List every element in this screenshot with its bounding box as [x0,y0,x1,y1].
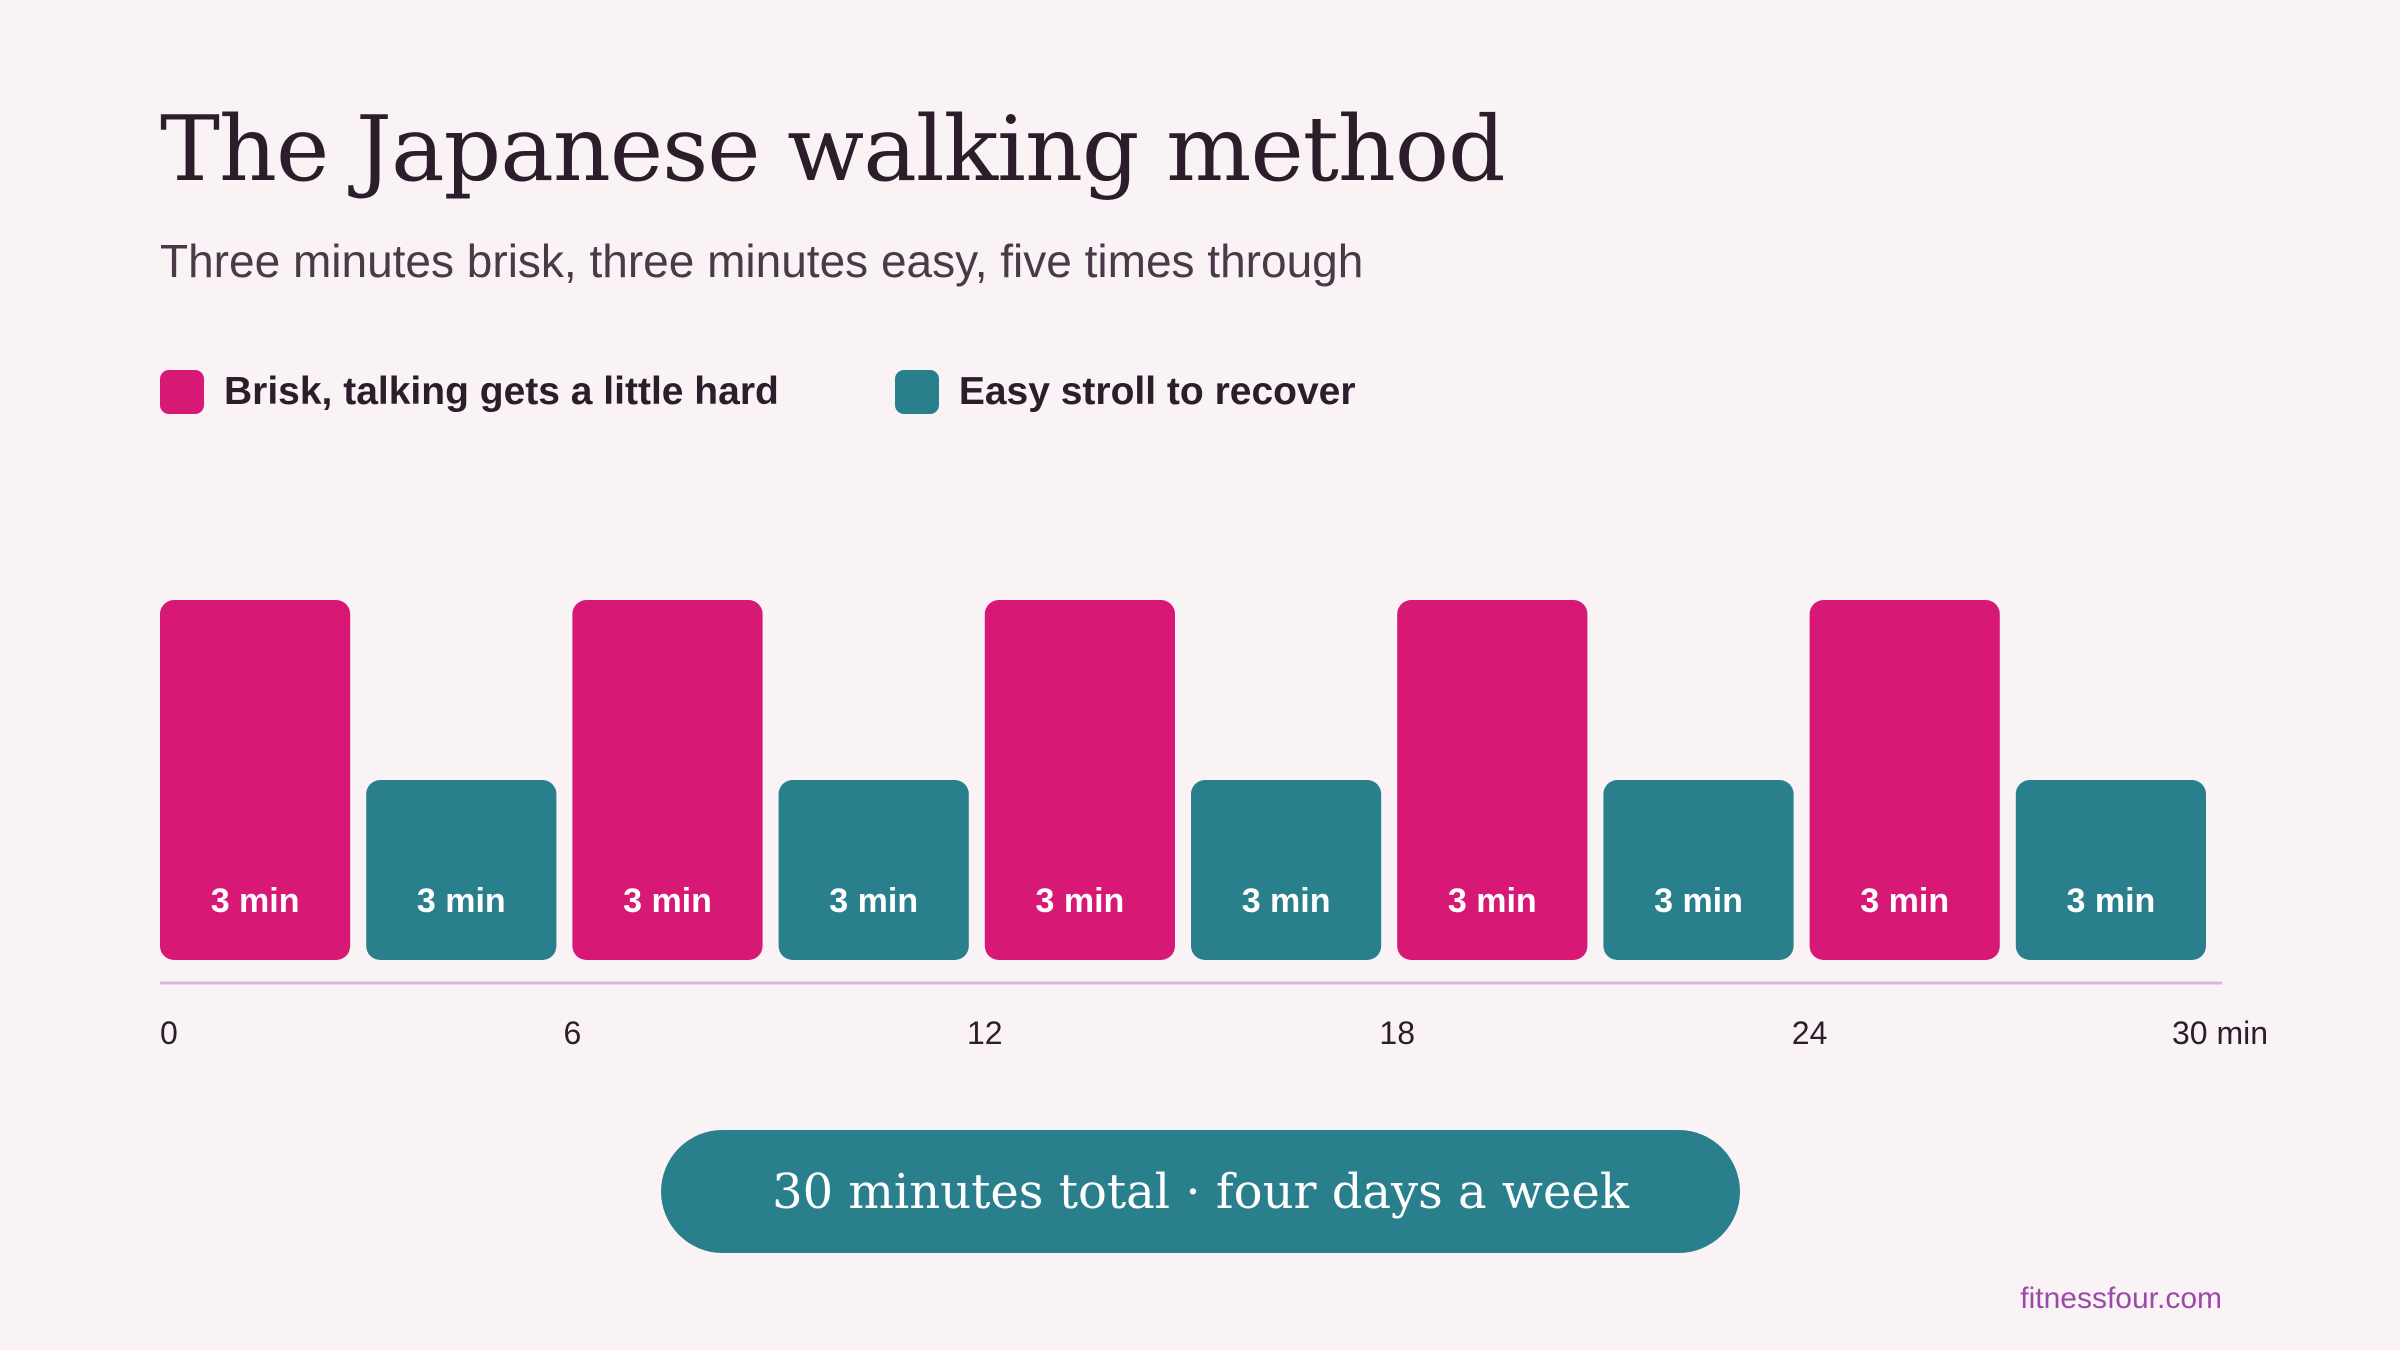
legend-swatch-easy [894,370,939,414]
x-tick-label-24: 24 [1792,1015,1828,1051]
bar-easy-2 [366,780,557,960]
bar-label-6: 3 min [1242,882,1331,920]
bar-easy-10 [2015,780,2206,960]
bar-label-7: 3 min [1448,882,1537,920]
bar-label-5: 3 min [1035,882,1124,920]
bar-label-8: 3 min [1654,882,1743,920]
bar-brisk-1 [160,600,351,960]
x-tick-label-0: 0 [160,1015,178,1051]
bar-brisk-5 [984,600,1175,960]
bar-easy-6 [1191,780,1382,960]
x-tick-label-30: 30 min [2172,1015,2268,1051]
legend-swatch-brisk [160,370,204,414]
bar-easy-4 [778,780,969,960]
x-tick-label-6: 6 [564,1015,582,1051]
bar-easy-8 [1603,780,1794,960]
legend-item-easy: Easy stroll to recover [894,370,1356,414]
bar-brisk-7 [1397,600,1588,960]
interval-chart: 3 min 3 min 3 min 3 min 3 min 3 min 3 min 3 min… [160,600,2268,1051]
bar-label-4: 3 min [829,882,918,920]
summary-pill: 30 minutes total · four days a week [661,1130,1740,1253]
site-credit: fitnessfour.com [2020,1282,2222,1315]
legend-label-brisk: Brisk, talking gets a little hard [224,370,779,413]
bar-label-3: 3 min [623,882,712,920]
x-tick-label-12: 12 [967,1015,1003,1051]
bar-label-1: 3 min [211,882,300,920]
x-tick-label-18: 18 [1379,1015,1415,1051]
bar-label-10: 3 min [2066,882,2155,920]
chart-title: The Japanese walking method [160,97,1506,202]
chart-subtitle: Three minutes brisk, three minutes easy,… [160,235,1364,287]
legend-item-brisk: Brisk, talking gets a little hard [160,370,779,414]
bar-brisk-9 [1809,600,2000,960]
bar-brisk-3 [572,600,763,960]
bar-label-2: 3 min [417,882,506,920]
legend-label-easy: Easy stroll to recover [958,370,1356,413]
legend: Brisk, talking gets a little hard Easy s… [160,370,1472,414]
bar-label-9: 3 min [1860,882,1949,920]
